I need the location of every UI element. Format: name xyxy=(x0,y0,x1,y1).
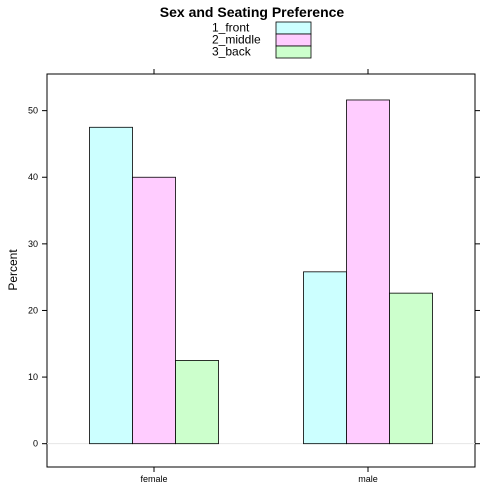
bar-female-3-back xyxy=(175,360,219,445)
bars xyxy=(89,99,433,445)
bar-female-1-front xyxy=(89,126,133,445)
y-tick-label: 30 xyxy=(28,239,38,249)
bar-male-1-front xyxy=(303,271,347,445)
legend-label: 1_front xyxy=(212,21,250,35)
x-tick-label: female xyxy=(140,474,167,484)
x-axis: female male xyxy=(140,69,378,484)
y-axis: 0 10 20 30 40 50 xyxy=(28,106,480,449)
legend-label: 2_middle xyxy=(212,33,261,47)
chart-title: Sex and Seating Preference xyxy=(160,4,345,20)
x-tick-label: male xyxy=(358,474,378,484)
legend-swatch xyxy=(275,45,312,59)
bar-male-3-back xyxy=(389,292,433,445)
bar-male-2-middle xyxy=(346,99,390,445)
legend-swatch xyxy=(275,21,312,35)
legend-swatch xyxy=(275,33,312,47)
y-tick-label: 20 xyxy=(28,305,38,315)
bar-female-2-middle xyxy=(132,176,176,445)
y-tick-label: 0 xyxy=(33,439,38,449)
y-axis-label: Percent xyxy=(6,249,20,291)
y-tick-label: 50 xyxy=(28,106,38,116)
plot-frame xyxy=(46,73,476,468)
legend-label: 3_back xyxy=(212,45,252,59)
y-tick-label: 10 xyxy=(28,372,38,382)
y-tick-label: 40 xyxy=(28,172,38,182)
